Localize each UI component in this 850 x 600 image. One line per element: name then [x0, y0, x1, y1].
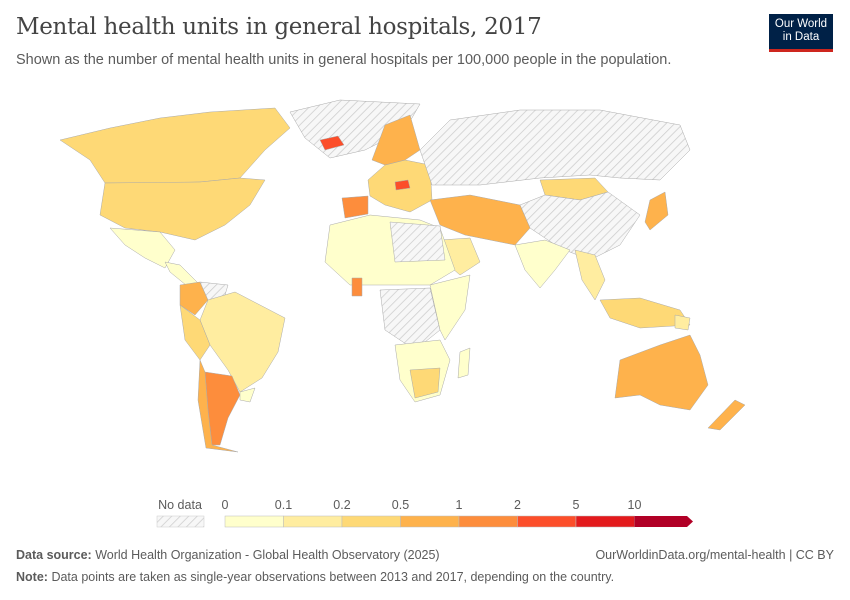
country-iceland[interactable] [319, 135, 345, 151]
legend-bin[interactable] [634, 516, 694, 527]
source-link[interactable]: OurWorldinData.org/mental-health | CC BY [595, 548, 834, 562]
legend-tick-label: 2 [514, 498, 521, 512]
owid-logo[interactable]: Our World in Data [769, 14, 833, 52]
region-middle-east[interactable] [429, 194, 531, 246]
country-japan[interactable] [644, 191, 669, 231]
world-map [59, 99, 746, 453]
legend-bin[interactable] [575, 515, 635, 528]
region-east-africa[interactable] [429, 274, 471, 341]
country-south-africa[interactable] [409, 367, 441, 399]
country-ghana[interactable] [351, 277, 363, 297]
country-papua-new-guinea[interactable] [674, 314, 691, 331]
country-china[interactable] [519, 191, 641, 261]
country-peru-bolivia[interactable] [179, 304, 211, 361]
country-india[interactable] [514, 239, 571, 289]
chart-subtitle: Shown as the number of mental health uni… [16, 52, 672, 68]
legend-tick-label: 0.2 [333, 498, 351, 512]
region-se-asia[interactable] [574, 249, 606, 301]
legend-tick-label: 0.5 [391, 498, 410, 512]
country-mexico[interactable] [109, 227, 176, 269]
region-central-africa[interactable] [379, 287, 441, 351]
country-russia[interactable] [419, 109, 691, 186]
country-uruguay[interactable] [239, 387, 256, 403]
legend-bin[interactable] [224, 515, 284, 528]
country-indonesia[interactable] [599, 297, 691, 329]
note-text: Data points are taken as single-year obs… [51, 570, 615, 584]
legend-tick-label: 5 [572, 498, 580, 512]
legend-bin[interactable] [283, 515, 343, 528]
legend-no-data-swatch [156, 515, 205, 528]
country-spain[interactable] [341, 195, 369, 219]
source-text: World Health Organization - Global Healt… [95, 548, 440, 562]
legend-tick-label: 0.1 [274, 498, 293, 512]
country-canada[interactable] [59, 107, 291, 184]
legend-bin[interactable] [517, 515, 577, 528]
note-label: Note: [16, 570, 48, 584]
country-chile[interactable] [197, 359, 239, 453]
legend-bin[interactable] [458, 515, 518, 528]
legend-bin[interactable] [341, 515, 401, 528]
note: Note: Data points are taken as single-ye… [16, 570, 614, 584]
country-australia[interactable] [614, 334, 709, 411]
source-label: Data source: [16, 548, 92, 562]
legend-tick-label: 0 [221, 498, 229, 512]
legend-bin[interactable] [400, 515, 460, 528]
country-colombia[interactable] [179, 281, 209, 316]
legend-tick-label: 1 [455, 498, 463, 512]
country-libya-egypt[interactable] [389, 221, 446, 263]
legend-tick-label: 10 [627, 498, 642, 512]
country-new-zealand[interactable] [707, 399, 746, 431]
data-source: Data source: World Health Organization -… [16, 548, 440, 562]
legend-no-data-label: No data [158, 498, 202, 512]
country-hungary[interactable] [394, 179, 411, 191]
country-madagascar[interactable] [457, 347, 471, 379]
country-usa[interactable] [99, 177, 266, 241]
chart-title: Mental health units in general hospitals… [16, 14, 542, 40]
